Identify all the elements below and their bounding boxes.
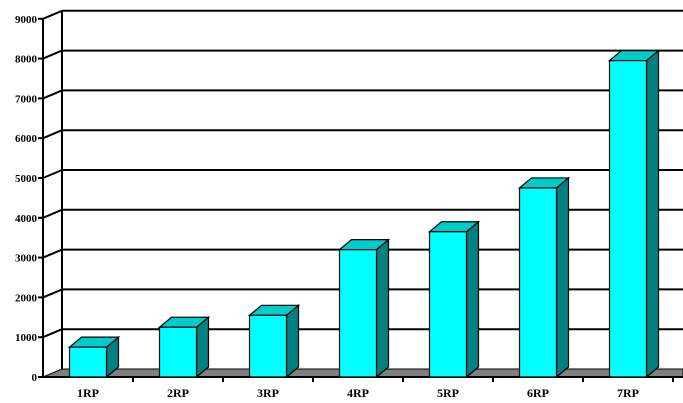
bar (607, 49, 661, 379)
y-tick-label: 3000 (15, 253, 38, 265)
bar-side (465, 220, 480, 379)
bar (157, 315, 211, 379)
x-tick-label: 3RP (257, 386, 279, 400)
bar (247, 304, 301, 379)
bar-side (645, 49, 660, 379)
bar-front (428, 231, 468, 378)
y-tick-label: 5000 (15, 173, 38, 185)
gridline-depth (42, 89, 63, 100)
bar (337, 238, 391, 379)
y-tick-label: 9000 (15, 14, 38, 26)
gridlines (42, 9, 683, 339)
gridline-depth (42, 328, 63, 339)
x-tick-label: 7RP (617, 386, 639, 400)
gridline-depth (42, 169, 63, 179)
y-tick-label: 7000 (15, 93, 38, 105)
y-tick-labels: 0 1000 2000 3000 4000 5000 6000 7000 8000 9000 (15, 14, 38, 384)
x-tick-label: 4RP (347, 386, 369, 400)
gridline-depth (42, 49, 63, 60)
bar-front (518, 187, 558, 378)
bar-side (555, 176, 570, 379)
y-tick-label: 2000 (15, 292, 38, 304)
y-tick-label: 4000 (15, 213, 38, 225)
y-tick-label: 0 (32, 372, 38, 384)
x-tick-label: 6RP (527, 386, 549, 400)
gridline-depth (42, 248, 63, 259)
bar (427, 220, 481, 379)
gridline-depth (42, 129, 63, 140)
bar (67, 335, 121, 379)
x-tick-label: 1RP (77, 386, 99, 400)
x-tick-label: 5RP (437, 386, 459, 400)
bar-front (68, 346, 108, 378)
y-tick-label: 1000 (15, 332, 38, 344)
gridline-depth (42, 9, 63, 20)
bar-front (608, 59, 648, 378)
bar-side (375, 238, 390, 379)
y-tick-label: 8000 (15, 54, 38, 66)
bar-side (285, 304, 300, 379)
gridline-depth (42, 288, 63, 299)
bar-front (158, 326, 198, 378)
gridline-depth (42, 208, 63, 219)
bar (517, 176, 571, 379)
bar-front (338, 249, 378, 378)
bars (67, 49, 661, 379)
bar-front (248, 314, 288, 378)
y-tick-label: 6000 (15, 133, 38, 145)
x-tick-label: 2RP (167, 386, 189, 400)
x-tick-labels: 1RP 2RP 3RP 4RP 5RP 6RP 7RP (77, 386, 639, 400)
